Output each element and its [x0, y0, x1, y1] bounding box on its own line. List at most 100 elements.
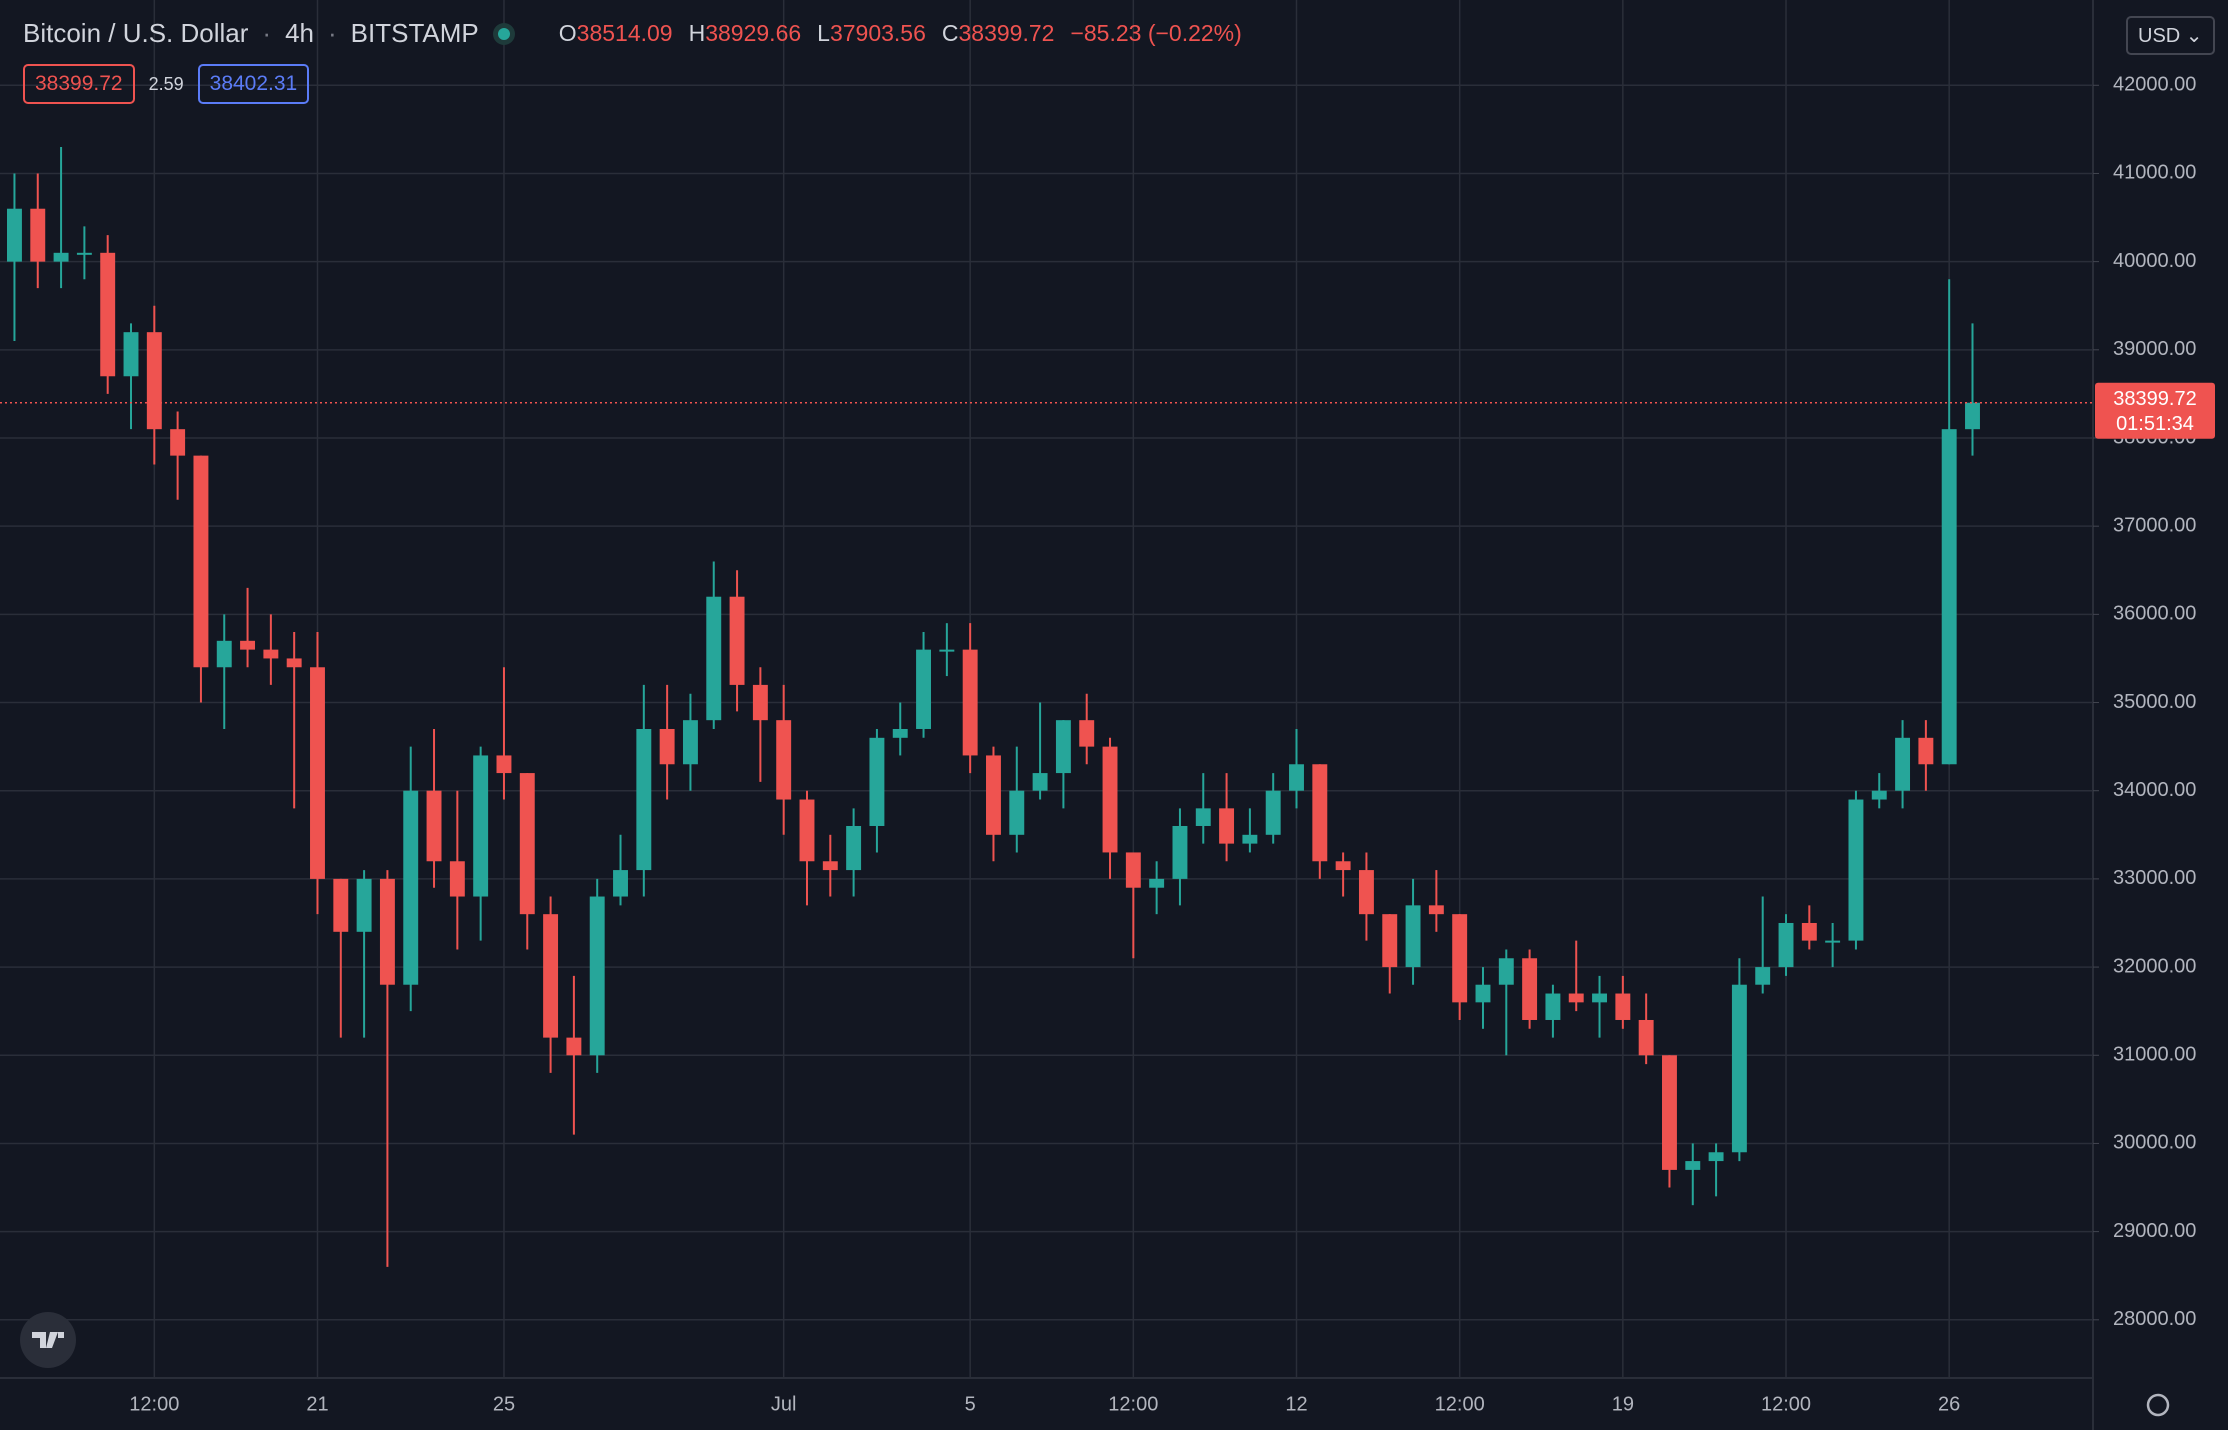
- candle-body: [1242, 834, 1258, 844]
- candle-body: [1265, 790, 1281, 835]
- ohlc-letter: H: [688, 20, 706, 46]
- x-tick-label: 21: [306, 1393, 328, 1415]
- x-tick-label: 12: [1285, 1393, 1307, 1415]
- x-tick-label: 12:00: [1108, 1393, 1158, 1415]
- y-tick-label: 29000.00: [2113, 1220, 2196, 1242]
- candle-body: [519, 773, 535, 915]
- candle-body: [30, 208, 46, 262]
- candle-body: [776, 720, 792, 800]
- candle-body: [1149, 878, 1165, 888]
- x-tick-label: Jul: [771, 1393, 797, 1415]
- candle-body: [1615, 993, 1631, 1020]
- y-tick-label: 42000.00: [2113, 74, 2196, 96]
- candle-body: [752, 684, 768, 721]
- candle-body: [286, 658, 302, 668]
- exchange: BITSTAMP: [350, 18, 479, 48]
- candle-body: [6, 208, 22, 262]
- candle-body: [1731, 984, 1747, 1153]
- interval[interactable]: 4h: [285, 18, 314, 48]
- candle-body: [892, 728, 908, 738]
- candle-body: [1475, 984, 1491, 1003]
- header: Bitcoin / U.S. Dollar · 4h · BITSTAMP O385…: [23, 18, 1242, 48]
- y-tick-label: 33000.00: [2113, 867, 2196, 889]
- candle-body: [1079, 720, 1095, 747]
- status-dot: [492, 22, 515, 45]
- candle-body: [426, 790, 442, 862]
- candle-body: [1405, 905, 1421, 968]
- candle-body: [1102, 746, 1118, 853]
- y-tick-label: 36000.00: [2113, 603, 2196, 625]
- candle-body: [543, 914, 559, 1038]
- candle-body: [216, 640, 232, 668]
- candle-body: [1592, 993, 1607, 1003]
- candle-body: [1498, 958, 1514, 985]
- y-tick-label: 41000.00: [2113, 162, 2196, 184]
- y-tick-label: 32000.00: [2113, 955, 2196, 977]
- candle-body: [263, 649, 279, 659]
- last-price-label: 38399.72: [2113, 388, 2196, 410]
- candle-body: [799, 799, 815, 862]
- candle-body: [193, 455, 209, 668]
- candle-body: [1358, 870, 1374, 915]
- candle-body: [146, 332, 162, 430]
- candle-body: [1335, 861, 1351, 871]
- y-tick-label: 37000.00: [2113, 514, 2196, 536]
- y-tick-label: 31000.00: [2113, 1044, 2196, 1066]
- candle-body: [916, 649, 932, 729]
- candle-body: [1545, 993, 1561, 1020]
- x-tick-label: 12:00: [1435, 1393, 1485, 1415]
- candle-body: [1032, 773, 1048, 791]
- logo-mark: [32, 1332, 64, 1348]
- candle-body: [822, 861, 838, 871]
- logo: [20, 1312, 76, 1368]
- candle-body: [1009, 790, 1025, 835]
- candle-body: [1825, 940, 1841, 943]
- candle-body: [310, 667, 325, 879]
- candle-body: [659, 728, 675, 765]
- x-tick-label: 25: [493, 1393, 515, 1415]
- candle-body: [846, 825, 862, 871]
- candle-body: [706, 596, 722, 721]
- candle-body: [986, 755, 1001, 835]
- candle-body: [1755, 967, 1771, 985]
- change: −85.23 (−0.22%): [1070, 20, 1242, 46]
- ohlc-letter: O: [558, 20, 577, 46]
- candle-body: [1172, 825, 1188, 879]
- candle-body: [1522, 958, 1538, 1020]
- candle-body: [1848, 799, 1864, 941]
- x-tick-label: 12:00: [129, 1393, 179, 1415]
- x-tick-label: 12:00: [1761, 1393, 1811, 1415]
- candle-body: [123, 332, 139, 377]
- bid[interactable]: 38399.72: [23, 64, 135, 104]
- symbol: Bitcoin / U.S. Dollar: [23, 18, 249, 48]
- candle-body: [333, 878, 349, 932]
- candle-body: [170, 429, 186, 456]
- candle-body: [100, 252, 116, 377]
- ask[interactable]: 38402.31: [197, 64, 310, 104]
- candle-body: [76, 252, 92, 255]
- candle-body: [473, 755, 489, 897]
- y-tick-label: 35000.00: [2113, 691, 2196, 713]
- countdown: 01:51:34: [2116, 413, 2194, 435]
- ohlc: O38514.09 H38929.66 L37903.56 C38399.72 …: [559, 20, 1242, 47]
- candle-body: [379, 878, 395, 985]
- candle-body: [1638, 1019, 1654, 1056]
- x-tick-label: 5: [965, 1393, 976, 1415]
- y-tick-label: 39000.00: [2113, 338, 2196, 360]
- candle-body: [1219, 808, 1235, 844]
- candle-body: [449, 861, 465, 897]
- y-tick-label: 40000.00: [2113, 250, 2196, 272]
- candle-body: [403, 790, 419, 985]
- settings-icon: [2146, 1393, 2170, 1417]
- currency-button[interactable]: USD ⌄: [2126, 16, 2215, 55]
- y-tick-label: 28000.00: [2113, 1308, 2196, 1330]
- close: 38399.72: [958, 20, 1055, 46]
- candle-body: [939, 649, 955, 652]
- candle-body: [1568, 993, 1584, 1003]
- x-tick-label: 26: [1938, 1393, 1960, 1415]
- candle-body: [1452, 914, 1468, 1003]
- candle-body: [613, 870, 628, 897]
- candle-body: [1125, 852, 1141, 888]
- quote-row: 38399.72 2.59 38402.31: [23, 64, 310, 104]
- candle-body: [1428, 905, 1444, 915]
